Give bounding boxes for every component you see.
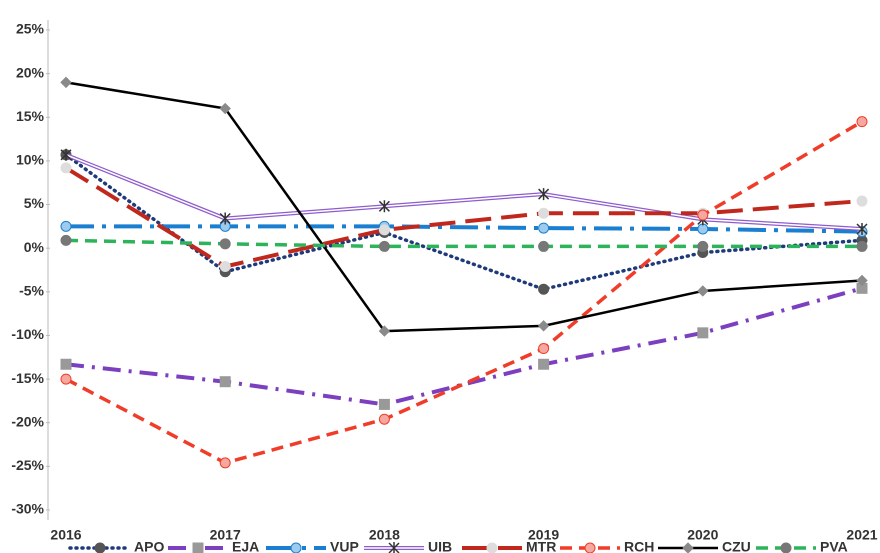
marker xyxy=(538,358,550,370)
legend-item: PVA xyxy=(756,539,848,553)
series-line xyxy=(65,286,863,407)
marker xyxy=(219,238,231,250)
marker xyxy=(378,200,390,213)
marker xyxy=(60,148,72,161)
marker xyxy=(697,285,709,297)
marker xyxy=(584,542,596,553)
legend-item: UIB xyxy=(364,539,452,553)
legend-label: APO xyxy=(134,539,164,553)
series-line xyxy=(66,224,863,234)
marker xyxy=(60,220,72,232)
legend-label: UIB xyxy=(428,539,452,553)
marker xyxy=(856,116,868,128)
y-tick-label: 10% xyxy=(16,152,45,168)
marker xyxy=(856,240,868,252)
y-tick-label: 5% xyxy=(24,195,45,211)
legend-item: CZU xyxy=(658,539,751,553)
marker xyxy=(697,240,709,252)
series xyxy=(60,148,868,235)
marker xyxy=(94,542,106,553)
marker xyxy=(378,240,390,252)
marker xyxy=(538,283,550,295)
series xyxy=(60,76,868,337)
marker xyxy=(60,162,72,174)
marker xyxy=(290,542,302,553)
series-line xyxy=(65,120,863,465)
marker xyxy=(219,102,231,115)
legend-label: EJA xyxy=(232,539,259,553)
marker xyxy=(219,212,231,225)
marker xyxy=(682,542,694,553)
series xyxy=(60,116,868,469)
marker xyxy=(538,188,550,201)
marker xyxy=(378,413,390,425)
legend-item: EJA xyxy=(168,539,259,553)
series-line xyxy=(65,81,863,333)
legend-label: VUP xyxy=(330,539,359,553)
y-tick-label: -10% xyxy=(11,326,44,342)
marker xyxy=(60,358,72,370)
y-tick-label: -30% xyxy=(11,501,44,517)
marker xyxy=(388,542,400,553)
y-tick-label: 20% xyxy=(16,64,45,80)
series-line-inner xyxy=(65,154,863,230)
marker xyxy=(697,327,709,339)
marker xyxy=(378,325,391,337)
x-tick-label: 2016 xyxy=(50,527,81,543)
x-tick-label: 2021 xyxy=(846,527,877,543)
legend: APO EJA VUP UIB MTR RCH CZU PVA xyxy=(68,539,848,553)
marker xyxy=(378,224,390,236)
marker xyxy=(697,223,709,235)
legend-label: MTR xyxy=(526,539,556,553)
series-line xyxy=(65,238,862,249)
x-tick-label: 2019 xyxy=(528,527,559,543)
series-line xyxy=(65,152,863,231)
legend-label: CZU xyxy=(722,539,751,553)
series xyxy=(60,282,868,410)
legend-item: VUP xyxy=(266,539,359,553)
legend-label: PVA xyxy=(820,539,848,553)
y-tick-label: -20% xyxy=(11,413,44,429)
marker xyxy=(538,207,550,219)
marker xyxy=(538,240,550,252)
marker xyxy=(486,542,498,553)
y-tick-label: 25% xyxy=(16,21,45,37)
marker xyxy=(856,274,868,287)
marker xyxy=(538,343,550,355)
series-line xyxy=(64,166,863,269)
y-tick-label: -25% xyxy=(11,457,44,473)
marker xyxy=(60,76,72,89)
marker xyxy=(60,373,72,385)
marker xyxy=(219,261,231,273)
marker xyxy=(538,222,550,234)
y-tick-label: -5% xyxy=(19,283,44,299)
legend-label: RCH xyxy=(624,539,654,553)
x-tick-label: 2017 xyxy=(210,527,241,543)
legend-item: RCH xyxy=(560,539,654,553)
marker xyxy=(219,376,231,388)
marker xyxy=(780,542,792,553)
marker xyxy=(219,457,231,469)
marker xyxy=(60,234,72,246)
marker xyxy=(856,195,868,207)
marker xyxy=(697,209,709,221)
marker xyxy=(856,222,868,235)
marker xyxy=(192,542,204,553)
legend-item: APO xyxy=(68,539,164,553)
legend-item: MTR xyxy=(462,539,556,553)
y-tick-label: 15% xyxy=(16,108,45,124)
series xyxy=(60,162,868,273)
series xyxy=(60,234,868,252)
y-tick-label: -15% xyxy=(11,370,44,386)
y-tick-label: 0% xyxy=(24,239,45,255)
x-tick-label: 2020 xyxy=(687,527,718,543)
x-tick-label: 2018 xyxy=(369,527,400,543)
marker xyxy=(378,398,390,410)
marker xyxy=(537,320,550,332)
